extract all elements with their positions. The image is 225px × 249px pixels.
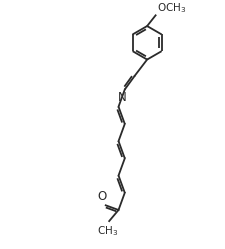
Text: O: O — [98, 190, 107, 203]
Text: N: N — [117, 91, 126, 104]
Text: CH$_3$: CH$_3$ — [97, 224, 119, 238]
Text: OCH$_3$: OCH$_3$ — [157, 1, 186, 15]
